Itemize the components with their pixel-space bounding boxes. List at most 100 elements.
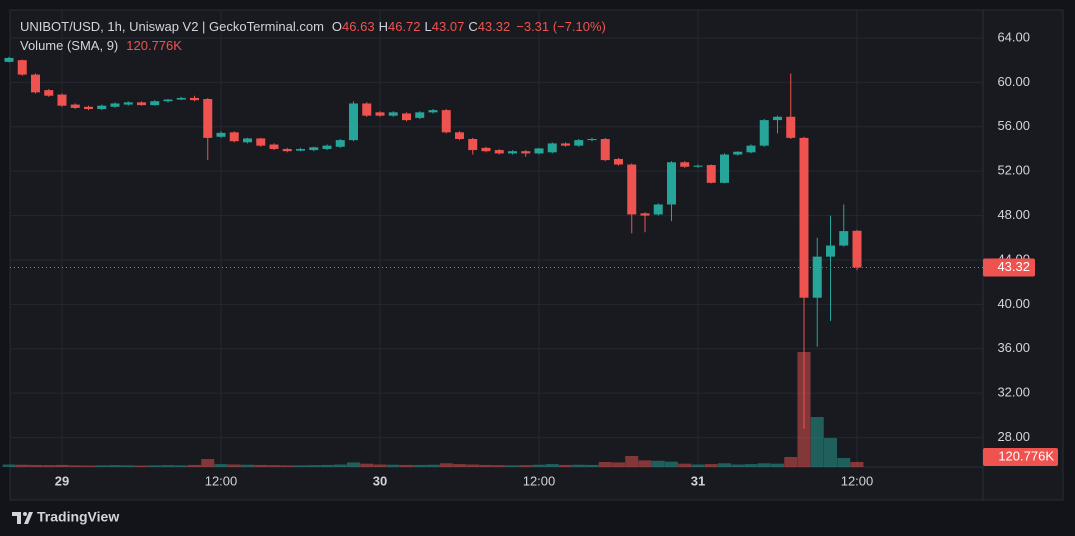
- candle-body: [746, 145, 756, 153]
- y-tick-label: 52.00: [997, 163, 1030, 178]
- candle-body: [31, 74, 40, 93]
- candle-body: [693, 165, 703, 167]
- candle-body: [627, 164, 637, 215]
- branding: TradingView: [12, 509, 119, 525]
- volume-bar: [280, 465, 294, 467]
- y-tick-label: 32.00: [997, 385, 1030, 400]
- candle-body: [587, 138, 597, 141]
- brand-name[interactable]: TradingView: [37, 509, 119, 525]
- x-tick-label: 12:00: [841, 473, 874, 488]
- candle-body: [402, 113, 411, 121]
- candle-body: [70, 104, 80, 108]
- candle-body: [216, 132, 226, 137]
- legend-change: −3.31 (−7.10%): [516, 19, 606, 34]
- volume-bar: [201, 459, 215, 467]
- volume-bar: [771, 463, 784, 467]
- volume-bar: [108, 465, 122, 467]
- candle-body: [17, 60, 27, 75]
- candle-body: [203, 99, 213, 138]
- volume-bar: [731, 464, 745, 467]
- candle-body: [335, 140, 345, 147]
- volume-bar: [400, 464, 413, 467]
- volume-bar: [333, 464, 347, 467]
- candle-body: [137, 102, 146, 106]
- legend-value: 46.72: [388, 19, 421, 34]
- candle-body: [600, 138, 610, 161]
- volume-bar: [598, 461, 612, 467]
- volume-bar: [678, 463, 692, 467]
- candle-body: [640, 213, 650, 216]
- volume-bar: [757, 463, 771, 467]
- volume-bar: [360, 463, 374, 467]
- candle-body: [269, 144, 279, 149]
- legend-key: O: [332, 19, 342, 34]
- candle-body: [494, 150, 504, 154]
- volume-bar: [227, 464, 241, 467]
- candle-body: [812, 256, 822, 298]
- candle-body: [296, 148, 305, 151]
- volume-bar: [241, 464, 254, 467]
- volume-bar: [29, 464, 42, 467]
- candle-body: [786, 116, 796, 138]
- legend-key: H: [379, 19, 388, 34]
- volume-bar: [347, 462, 360, 467]
- volume-bar: [492, 465, 506, 467]
- volume-bar: [837, 458, 851, 467]
- volume-bar: [466, 464, 480, 467]
- volume-bar: [174, 465, 188, 467]
- candle-body: [667, 162, 676, 205]
- candle-body: [309, 147, 319, 151]
- candle-body: [468, 138, 478, 151]
- candle-body: [256, 138, 266, 146]
- volume-bar: [386, 464, 400, 467]
- candles: [4, 56, 862, 429]
- candle-body: [44, 90, 54, 96]
- candle-body: [680, 162, 690, 167]
- volume-bar: [307, 465, 321, 467]
- y-tick-label: 28.00: [997, 429, 1030, 444]
- x-tick-label: 12:00: [205, 473, 238, 488]
- candle-body: [229, 132, 239, 142]
- candle-body: [799, 137, 809, 298]
- volume-bar: [810, 416, 824, 467]
- volume-bar: [559, 464, 572, 467]
- volume-name: Volume (SMA, 9): [20, 38, 118, 53]
- last-price-label: 43.32: [997, 259, 1030, 274]
- volume-bar: [214, 464, 228, 467]
- volume-bar: [824, 438, 837, 467]
- candle-body: [150, 101, 160, 106]
- candle-body: [57, 94, 67, 106]
- volume-bar: [188, 464, 201, 467]
- volume-bar: [665, 461, 678, 467]
- candle-body: [521, 151, 531, 154]
- candle-body: [653, 204, 663, 215]
- volume-bar: [320, 464, 334, 467]
- candle-body: [574, 140, 584, 146]
- candle-body: [388, 112, 398, 116]
- volume-bar: [638, 460, 652, 467]
- candle-body: [415, 112, 425, 118]
- legend-title: UNIBOT/USD, 1h, Uniswap V2 | GeckoTermin…: [20, 19, 324, 34]
- legend: UNIBOT/USD, 1h, Uniswap V2 | GeckoTermin…: [20, 19, 606, 53]
- volume-bar: [545, 464, 559, 467]
- legend-line: Volume (SMA, 9) 120.776K: [20, 38, 182, 53]
- volume-bar: [95, 465, 109, 467]
- candle-body: [176, 97, 186, 100]
- candle-body: [534, 148, 544, 154]
- candle-body: [97, 105, 107, 110]
- candle-body: [375, 112, 385, 116]
- x-tick-label: 12:00: [523, 473, 556, 488]
- candle-body: [720, 154, 729, 183]
- candle-body: [441, 110, 451, 133]
- candle-body: [614, 158, 623, 165]
- candle-body: [362, 103, 372, 116]
- candle-body: [282, 148, 292, 152]
- volume-bar: [850, 462, 864, 467]
- candle-body: [547, 143, 557, 153]
- volume-bar: [585, 464, 599, 467]
- volume-bar: [784, 456, 798, 467]
- volume-bar: [42, 465, 56, 467]
- volume-bar: [426, 464, 440, 467]
- volume-bar: [15, 464, 29, 467]
